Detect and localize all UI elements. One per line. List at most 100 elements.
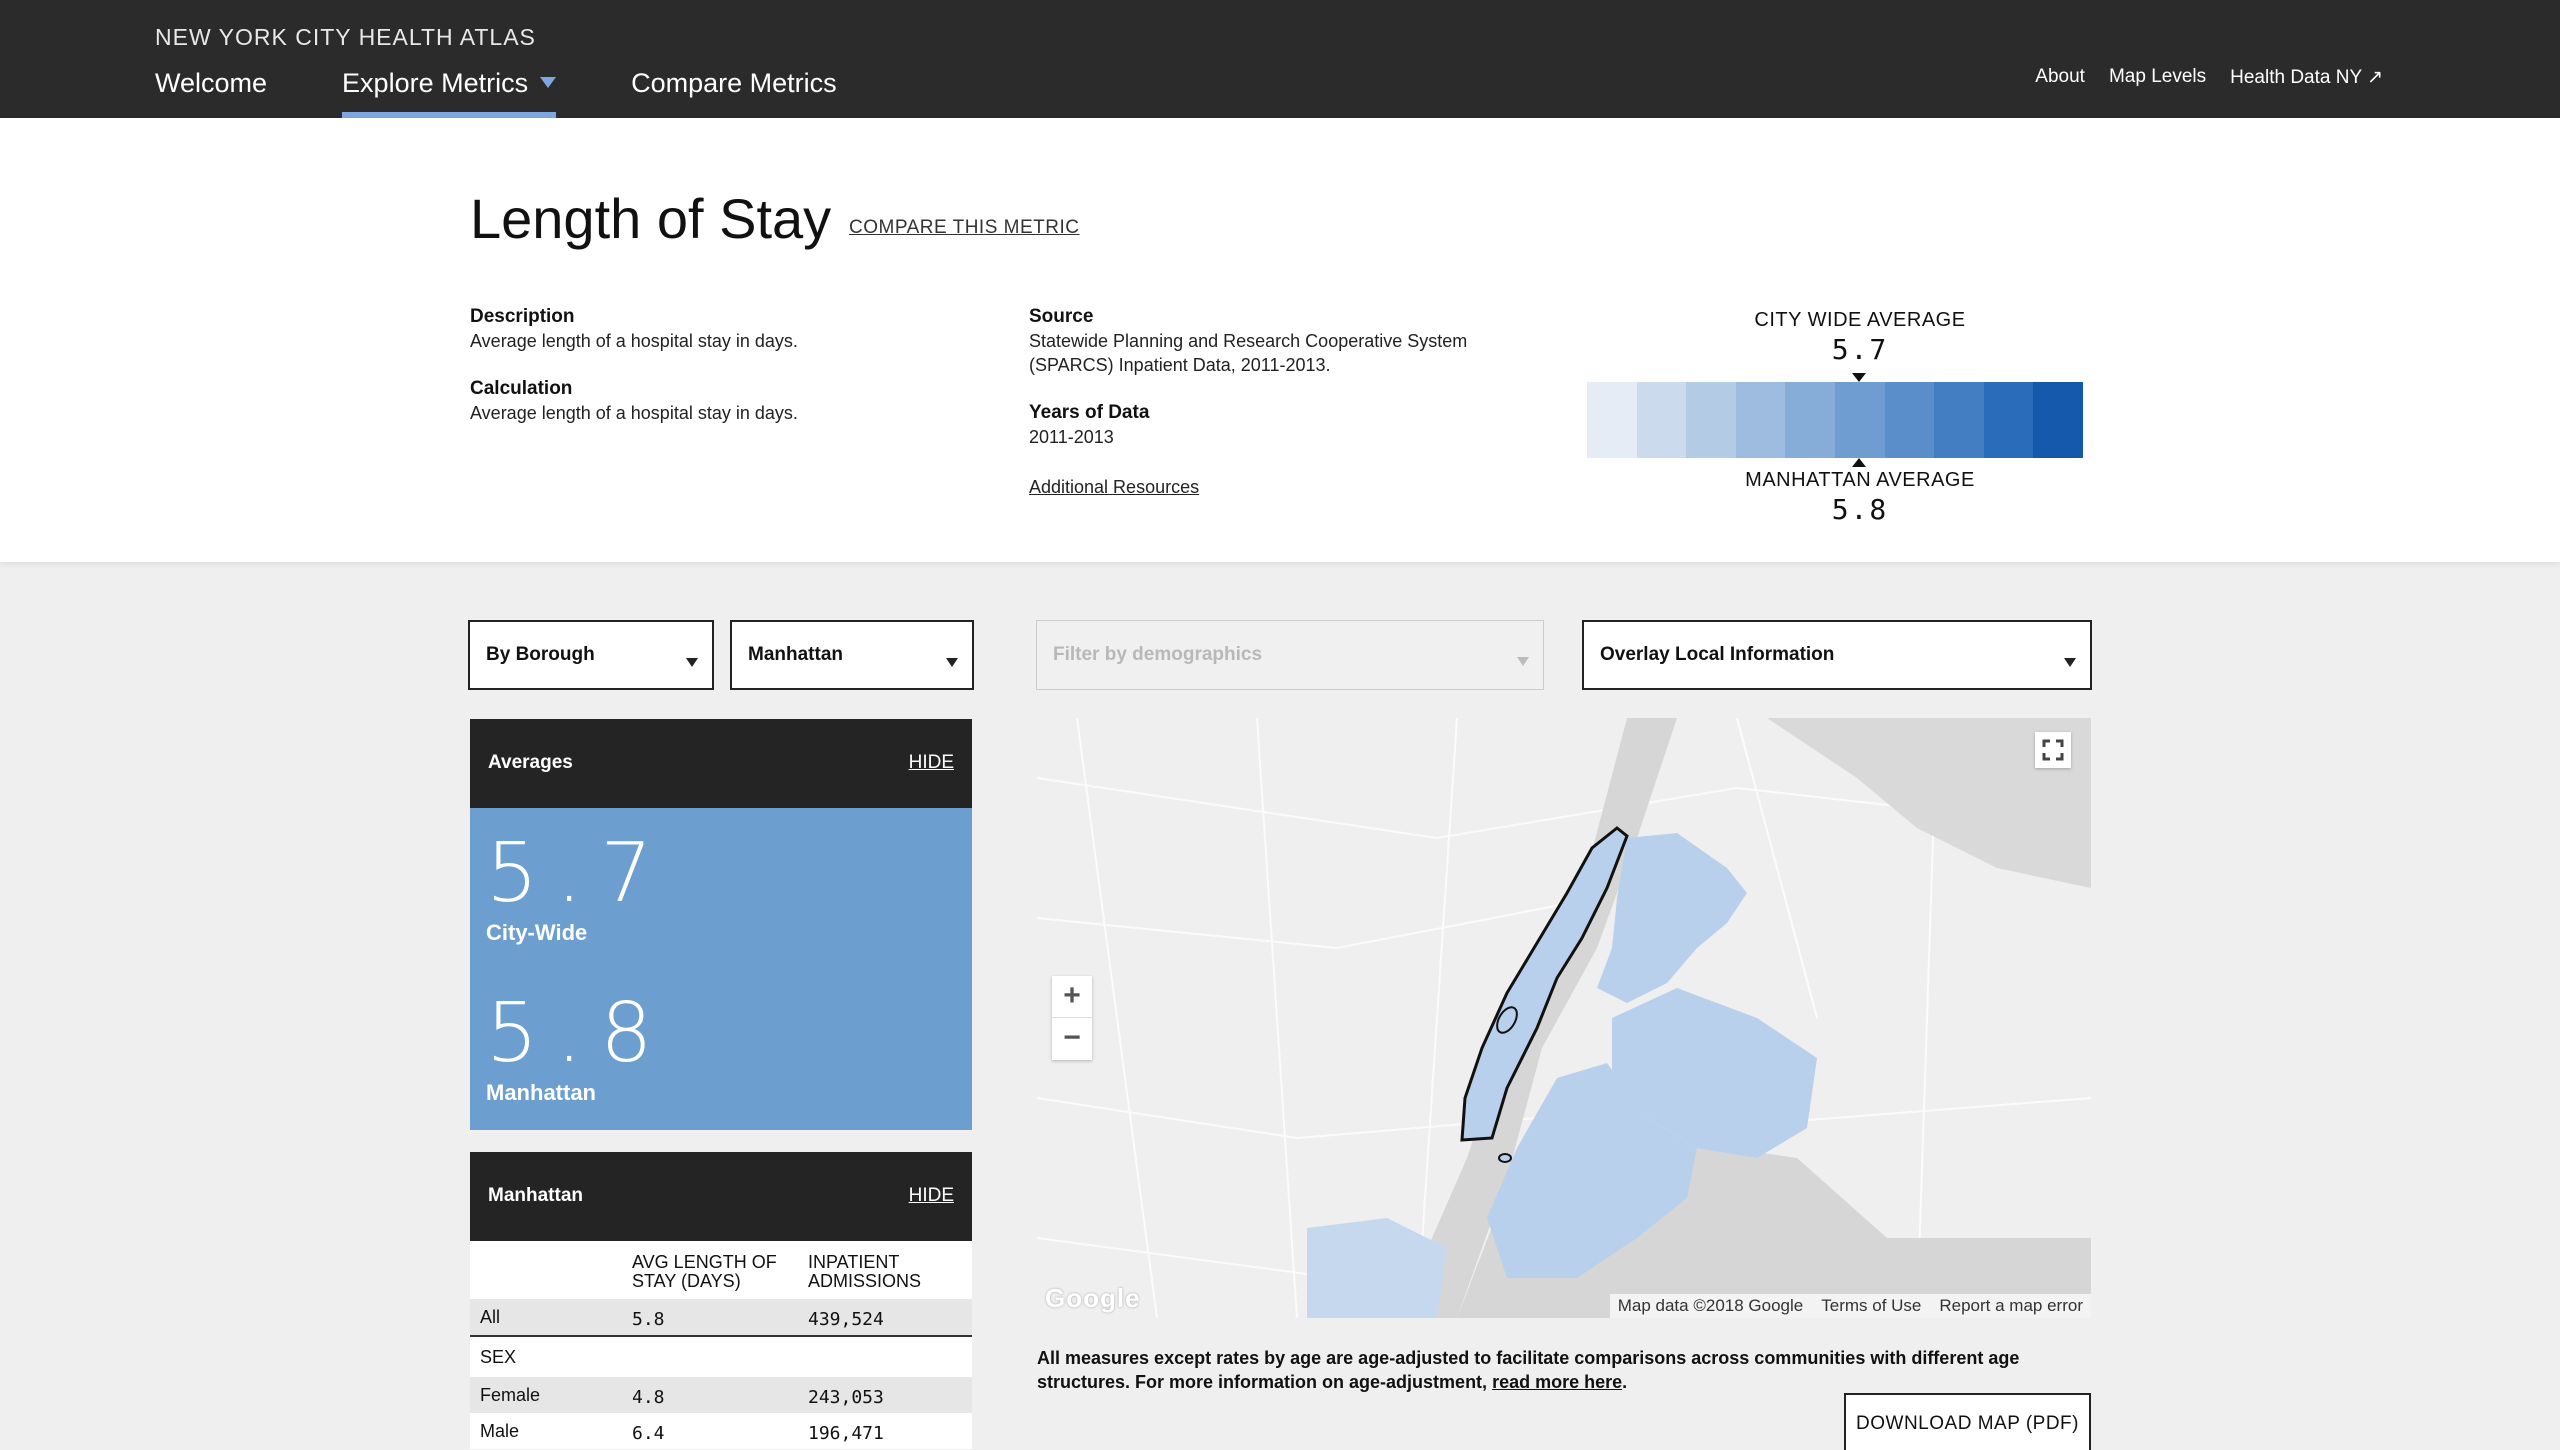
scale-bin-0 (1587, 382, 1637, 458)
source-text-line2: (SPARCS) Inpatient Data, 2011-2013. (1029, 355, 1331, 375)
compare-metric-link[interactable]: COMPARE THIS METRIC (849, 217, 1080, 238)
map-data-credit: Map data ©2018 Google (1617, 1296, 1804, 1315)
description-text: Average length of a hospital stay in day… (470, 331, 798, 351)
row-length-of-stay: 5.8 (632, 1309, 665, 1330)
city-wide-big-label: City-Wide (486, 920, 588, 945)
section-label: SEX (480, 1347, 517, 1367)
years-label: Years of Data (1029, 402, 1150, 423)
area-select[interactable]: Manhattan (730, 620, 974, 690)
row-admissions: 439,524 (808, 1309, 884, 1330)
overlay-select[interactable]: Overlay Local Information (1582, 620, 2092, 690)
overlay-select-value: Overlay Local Information (1600, 644, 1835, 665)
demographics-filter-placeholder: Filter by demographics (1053, 644, 1263, 665)
queens-borough (1612, 988, 1817, 1158)
metric-header-panel: Length of Stay COMPARE THIS METRIC Descr… (0, 118, 2560, 562)
scale-bin-3 (1735, 382, 1786, 458)
site-brand[interactable]: NEW YORK CITY HEALTH ATLAS (155, 24, 536, 50)
area-average-label: MANHATTAN AVERAGE (1745, 469, 1975, 491)
row-length-of-stay: 6.4 (632, 1423, 665, 1444)
city-average-marker (1852, 373, 1866, 382)
dropdown-arrow-icon (2064, 658, 2076, 667)
description-label: Description (470, 306, 575, 327)
map-view[interactable]: + − Google Map data ©2018 Google Terms o… (1037, 718, 2091, 1318)
row-length-of-stay: 4.8 (632, 1387, 665, 1408)
city-wide-average-value: 5.7 (1831, 333, 1889, 366)
main-nav: Welcome Explore Metrics Compare Metrics (155, 68, 912, 118)
scale-bin-2 (1686, 382, 1736, 458)
read-more-link[interactable]: read more here (1492, 1372, 1623, 1392)
fullscreen-button[interactable] (2035, 732, 2071, 768)
note-end: . (1622, 1372, 1628, 1392)
calculation-text: Average length of a hospital stay in day… (470, 403, 798, 423)
source-label: Source (1029, 306, 1094, 327)
area-average-value: 5.8 (1831, 493, 1889, 526)
city-wide-big-value: 5.7 (486, 826, 671, 921)
scale-bin-4 (1785, 382, 1835, 458)
demographics-filter-select[interactable]: Filter by demographics (1036, 620, 1544, 690)
averages-card: 5.7 City-Wide 5.8 Manhattan (470, 808, 972, 1130)
level-select-value: By Borough (486, 644, 595, 665)
bronx-borough (1597, 833, 1747, 1003)
table-row: Female 4.8 243,053 (470, 1377, 972, 1413)
zoom-out-button[interactable]: − (1063, 1021, 1081, 1054)
map-attribution: Map data ©2018 Google Terms of Use Repor… (1609, 1294, 2091, 1318)
nav-welcome[interactable]: Welcome (155, 68, 268, 98)
page-title: Length of Stay (470, 187, 832, 250)
area-data-table: AVG LENGTH OF STAY (DAYS) INPATIENT ADMI… (470, 1241, 972, 1449)
years-text: 2011-2013 (1029, 427, 1114, 447)
download-map-button[interactable]: DOWNLOAD MAP (PDF) (1844, 1393, 2091, 1450)
zoom-control: + − (1052, 976, 1092, 1060)
area-table-hide-button[interactable]: HIDE (908, 1185, 954, 1206)
utility-nav: About Map Levels Health Data NY ↗ (2011, 66, 2383, 89)
dropdown-arrow-icon (946, 658, 958, 667)
nav-explore-metrics-label: Explore Metrics (342, 68, 529, 98)
area-big-value: 5.8 (486, 986, 671, 1081)
scale-bin-5 (1834, 382, 1885, 458)
terms-of-use-link[interactable]: Terms of Use (1821, 1296, 1922, 1315)
table-row: Male 6.4 196,471 (470, 1413, 972, 1449)
map-canvas (1037, 718, 2091, 1318)
averages-hide-button[interactable]: HIDE (908, 752, 954, 773)
averages-title: Averages (488, 752, 573, 773)
area-table-header: Manhattan HIDE (470, 1152, 972, 1241)
roosevelt-island (1496, 1006, 1518, 1034)
row-label: Male (480, 1421, 520, 1441)
top-nav-bar: NEW YORK CITY HEALTH ATLAS Welcome Explo… (0, 0, 2560, 118)
nav-explore-metrics[interactable]: Explore Metrics (342, 68, 557, 118)
row-admissions: 243,053 (808, 1387, 884, 1408)
row-admissions: 196,471 (808, 1423, 884, 1444)
age-adjustment-note: All measures except rates by age are age… (1037, 1346, 2087, 1394)
scale-bin-1 (1636, 382, 1687, 458)
additional-resources-link[interactable]: Additional Resources (1029, 477, 1200, 497)
long-island-sound (1767, 718, 2091, 888)
nav-map-levels[interactable]: Map Levels (2108, 66, 2207, 87)
manhattan-borough (1460, 826, 1629, 1142)
dropdown-arrow-icon (1517, 657, 1529, 666)
zoom-in-button[interactable]: + (1052, 976, 1092, 1018)
averages-card-header: Averages HIDE (470, 719, 972, 808)
area-select-value: Manhattan (748, 644, 843, 665)
city-wide-average-label: CITY WIDE AVERAGE (1754, 309, 1966, 331)
chevron-down-icon (540, 77, 557, 88)
google-logo: Google (1045, 1283, 1141, 1313)
dropdown-arrow-icon (686, 658, 698, 667)
area-average-marker (1852, 458, 1866, 467)
scale-bin-8 (1983, 382, 2034, 458)
source-text-line1: Statewide Planning and Research Cooperat… (1029, 331, 1468, 351)
nav-about[interactable]: About (2035, 66, 2085, 87)
report-map-error-link[interactable]: Report a map error (1939, 1296, 2083, 1315)
area-table-title: Manhattan (488, 1185, 583, 1206)
column-header-admissions: INPATIENT ADMISSIONS (808, 1252, 922, 1291)
brooklyn-borough (1487, 1063, 1697, 1278)
fullscreen-icon (2042, 739, 2064, 761)
governors-island (1498, 1153, 1512, 1163)
scale-bin-7 (1934, 382, 1984, 458)
level-select[interactable]: By Borough (468, 620, 714, 690)
scale-bin-6 (1884, 382, 1935, 458)
area-big-label: Manhattan (486, 1080, 596, 1105)
nav-compare-metrics[interactable]: Compare Metrics (631, 68, 837, 98)
table-section-row: SEX (470, 1335, 972, 1377)
nav-health-data-ny[interactable]: Health Data NY ↗ (2230, 67, 2383, 88)
row-label: All (480, 1307, 501, 1327)
column-header-length-of-stay: AVG LENGTH OF STAY (DAYS) (632, 1252, 777, 1291)
